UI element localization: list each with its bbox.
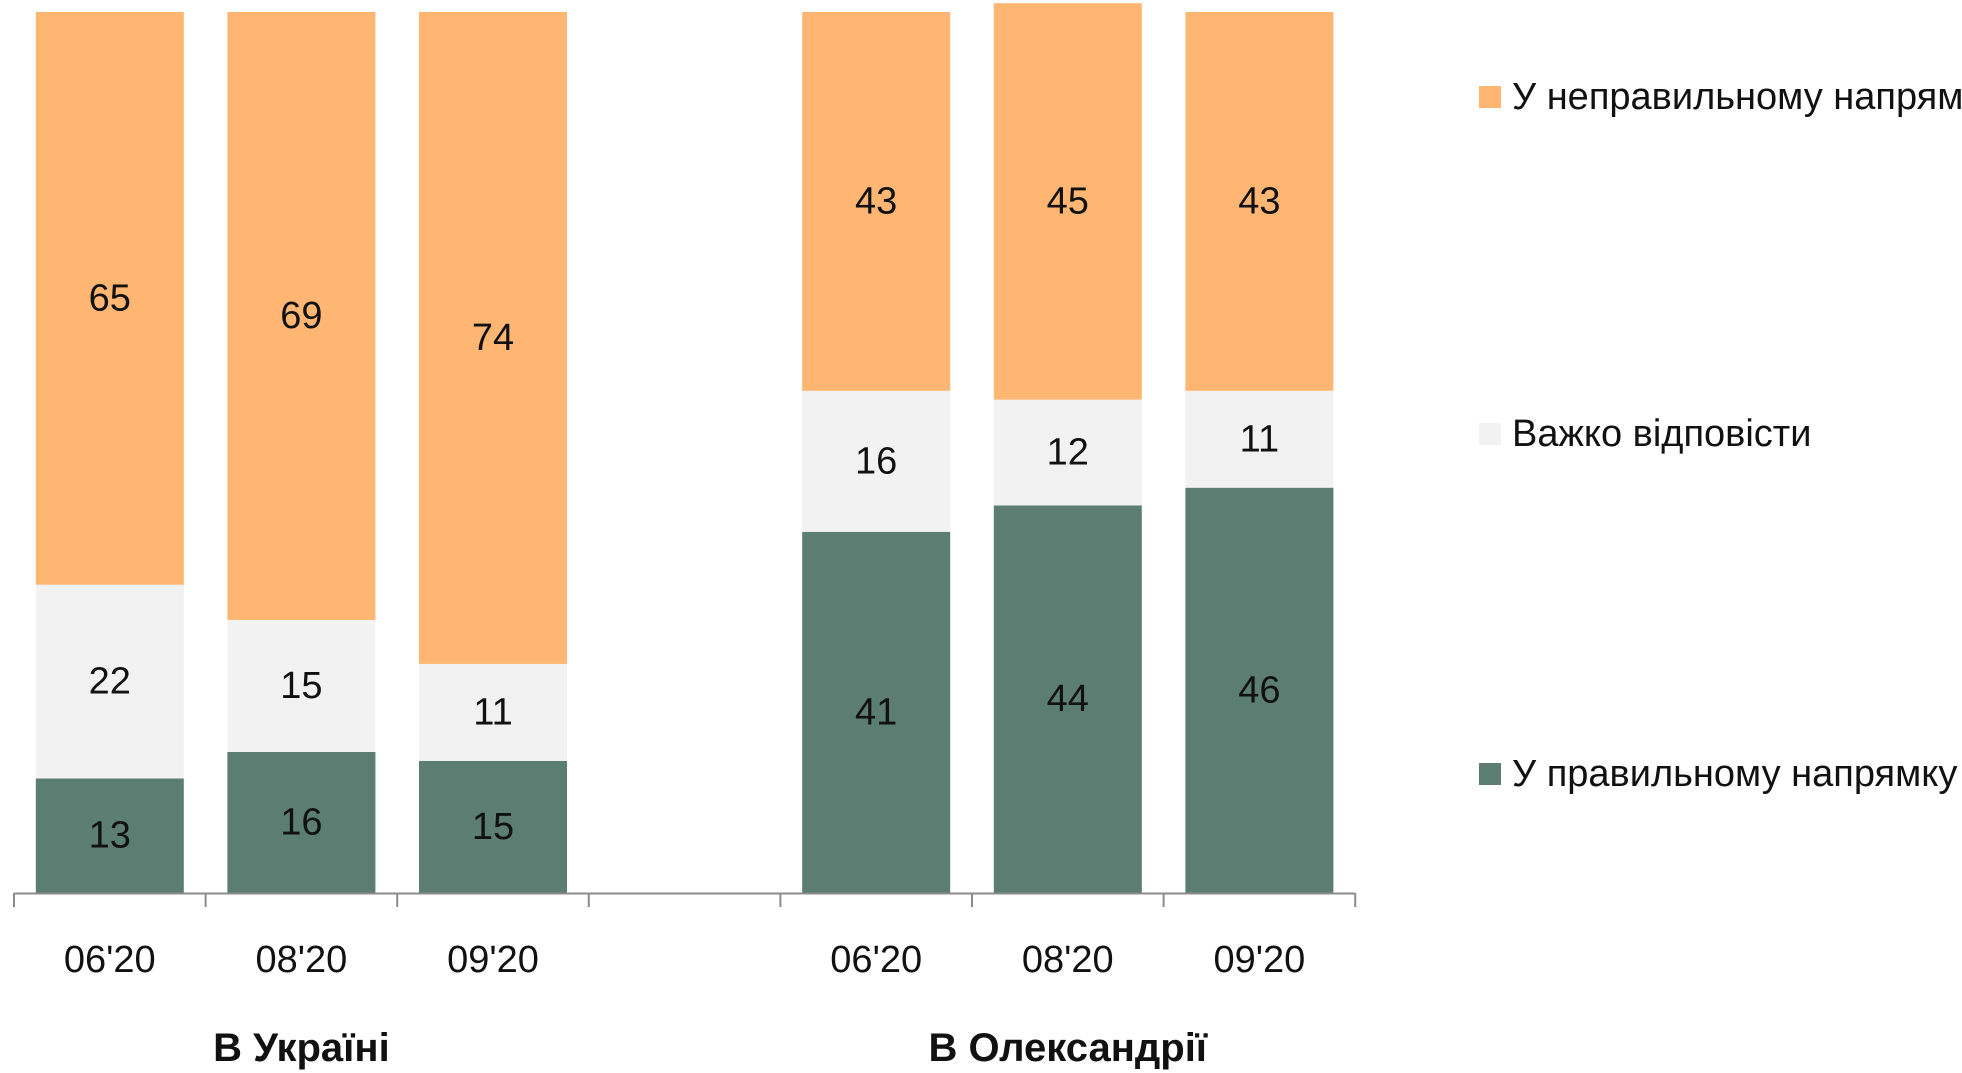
legend-label-hard-to-say: Важко відповісти: [1512, 413, 1811, 455]
bar-segment-hard-to-say: [993, 399, 1142, 506]
data-label-wrong-direction: 69: [280, 295, 322, 337]
x-tick-label: 06'20: [64, 939, 156, 981]
x-tick-label: 09'20: [1214, 939, 1306, 981]
legend: У неправильному напрямку Важко відповісти…: [1479, 76, 1962, 795]
bar-segment-right-direction: [419, 760, 567, 893]
bar-segment-right-direction: [35, 778, 184, 893]
data-label-wrong-direction: 45: [1047, 180, 1089, 222]
data-label-hard-to-say: 16: [855, 440, 897, 482]
x-tick-label: 06'20: [830, 939, 922, 981]
legend-swatch-hard-to-say: [1479, 423, 1501, 445]
bar-segment-wrong-direction: [227, 12, 376, 620]
bar-segment-right-direction: [802, 531, 951, 893]
group-label: В Україні: [213, 1026, 390, 1070]
bar-segment-wrong-direction: [993, 3, 1142, 400]
bar-segment-hard-to-say: [227, 619, 376, 752]
legend-label-wrong-direction: У неправильному напрямку: [1512, 76, 1962, 118]
bar-segment-hard-to-say: [35, 584, 184, 779]
bar-segment-wrong-direction: [35, 12, 184, 585]
data-label-wrong-direction: 43: [855, 180, 897, 222]
group-label: В Олександрії: [929, 1026, 1208, 1070]
legend-swatch-wrong-direction: [1479, 86, 1501, 108]
data-label-right-direction: 41: [855, 691, 897, 733]
data-label-hard-to-say: 11: [473, 691, 512, 733]
data-label-right-direction: 13: [89, 815, 131, 857]
bar-segment-right-direction: [993, 505, 1142, 893]
data-label-hard-to-say: 12: [1047, 432, 1089, 474]
data-labels-layer: 13 22 65 16 15 69 15 11 74 41 16 43 44 12 45 46 11 43: [89, 180, 1281, 856]
data-label-hard-to-say: 22: [89, 661, 131, 703]
legend-label-right-direction: У правильному напрямку: [1512, 753, 1957, 795]
bar-segment-wrong-direction: [419, 12, 567, 664]
bar-segment-wrong-direction: [1185, 12, 1334, 391]
data-label-hard-to-say: 11: [1240, 418, 1279, 460]
bar-segment-right-direction: [1185, 487, 1334, 893]
bar-segment-hard-to-say: [1185, 390, 1334, 488]
data-label-hard-to-say: 15: [280, 665, 322, 707]
x-tick-label: 09'20: [447, 939, 539, 981]
bars-layer: [35, 3, 1334, 893]
bar-segment-hard-to-say: [419, 663, 567, 761]
x-tick-label: 08'20: [1022, 939, 1114, 981]
data-label-wrong-direction: 74: [472, 317, 514, 359]
data-label-right-direction: 44: [1047, 678, 1089, 720]
data-label-wrong-direction: 43: [1238, 180, 1280, 222]
bar-segment-hard-to-say: [802, 390, 951, 532]
bar-segment-wrong-direction: [802, 12, 951, 391]
x-axis: 06'20 08'20 09'20 06'20 08'20 09'20 В Україні В…: [13, 892, 1357, 1070]
bar-segment-right-direction: [227, 752, 376, 893]
data-label-right-direction: 46: [1238, 669, 1280, 711]
legend-swatch-right-direction: [1479, 763, 1501, 785]
data-label-wrong-direction: 65: [89, 277, 131, 319]
data-label-right-direction: 16: [280, 802, 322, 844]
x-tick-label: 08'20: [256, 939, 348, 981]
data-label-right-direction: 15: [472, 806, 514, 848]
